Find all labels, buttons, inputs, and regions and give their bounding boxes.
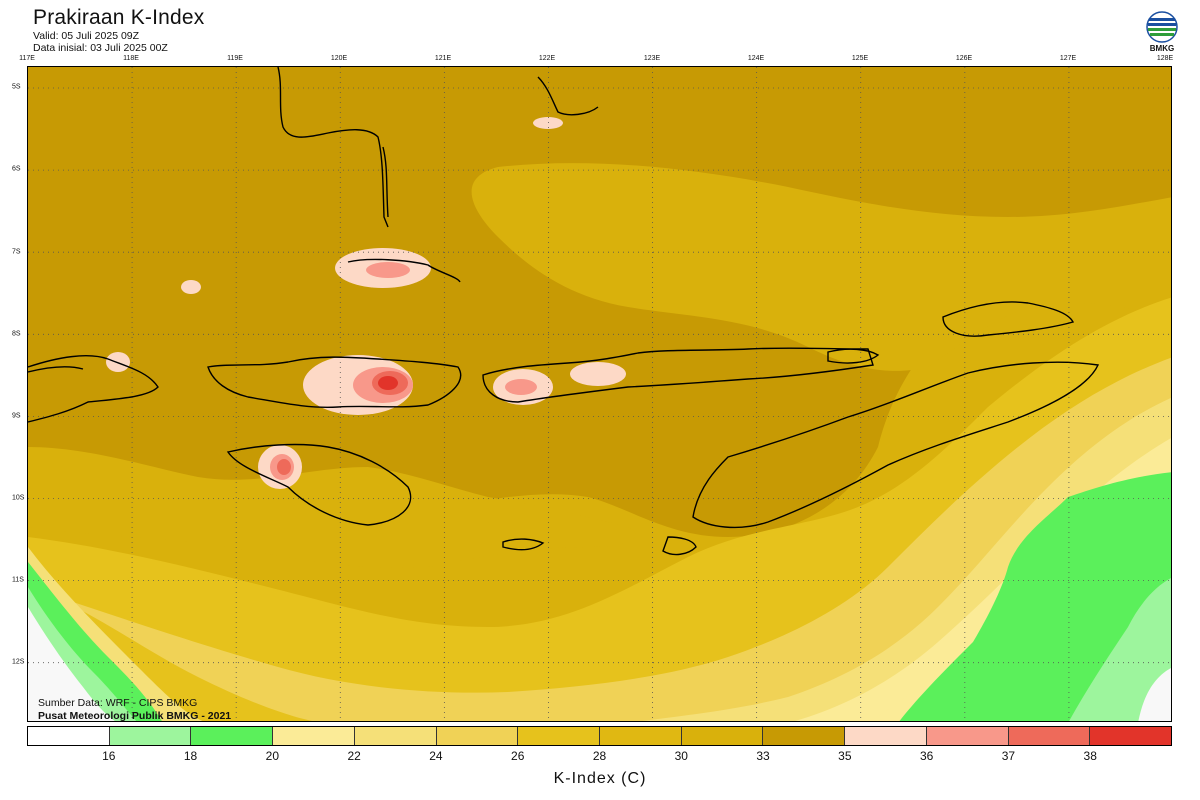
field-high-region — [28, 67, 1171, 537]
islands-flores-sea — [347, 258, 461, 283]
hotspot-region — [106, 352, 130, 372]
colorbar-swatch — [763, 727, 846, 745]
colorbar-swatch — [1008, 727, 1091, 745]
sawu-coast — [502, 538, 545, 551]
colorbar-swatch — [926, 727, 1009, 745]
lat-label: 9S — [12, 412, 21, 420]
colorbar-tick-label: 38 — [1083, 749, 1097, 763]
producer: Pusat Meteorologi Publik BMKG - 2021 — [38, 710, 232, 722]
colorbar — [27, 726, 1172, 746]
colorbar-swatch — [436, 727, 519, 745]
colorbar-ticks: 16 18 20 22 24 26 28 30 33 35 36 37 38 — [27, 749, 1172, 763]
sumbawa-coast — [207, 356, 462, 409]
lon-label: 125E — [851, 55, 869, 62]
hotspot-region — [277, 459, 291, 475]
map-area — [27, 66, 1172, 722]
colorbar-swatch — [600, 727, 682, 745]
lon-label: 128E — [1156, 55, 1174, 62]
rote-coast — [662, 536, 697, 556]
colorbar-swatch — [681, 727, 764, 745]
selayar-coast — [382, 146, 389, 218]
field-region-below-16-sw — [28, 607, 115, 721]
lat-label: 8S — [12, 330, 21, 338]
hotspot-region — [570, 362, 626, 386]
colorbar-tick-label: 28 — [592, 749, 607, 763]
colorbar-title: K-Index (C) — [553, 770, 647, 787]
hotspot-region — [505, 379, 537, 395]
credits: Sumber Data: WRF - CIPS BMKG Pusat Meteo… — [38, 697, 231, 723]
lat-label: 7S — [12, 248, 21, 256]
colorbar-tick-label: 37 — [1001, 749, 1016, 763]
lon-label: 127E — [1059, 55, 1077, 62]
sulawesi-coast — [277, 67, 389, 228]
lat-label: 11S — [12, 576, 24, 584]
lon-label: 124E — [747, 55, 765, 62]
field-region-18 — [899, 472, 1171, 721]
timor-coast — [692, 361, 1100, 529]
colorbar-swatch — [191, 727, 274, 745]
hotspot-region — [366, 262, 410, 278]
lon-label: 122E — [538, 55, 556, 62]
colorbar-tick-label: 18 — [183, 749, 198, 763]
colorbar-tick-label: 26 — [511, 749, 525, 763]
lon-label: 118E — [123, 55, 139, 62]
colorbar-swatch — [354, 727, 437, 745]
valid-time: Valid: 05 Juli 2025 09Z — [33, 30, 140, 42]
header: Prakiraan K-Index Valid: 05 Juli 2025 09… — [33, 6, 204, 54]
field-region-30 — [471, 163, 1171, 371]
coastlines — [28, 67, 1100, 556]
lat-label: 5S — [12, 83, 21, 91]
map-title: Prakiraan K-Index — [33, 6, 205, 29]
init-time: Data inisial: 03 Juli 2025 00Z — [33, 42, 168, 54]
colorbar-tick-label: 30 — [674, 749, 688, 763]
lon-label: 123E — [643, 55, 661, 62]
lombok-sumbawa-coast — [28, 355, 159, 423]
colorbar-swatch — [28, 727, 110, 745]
lon-label: 119E — [227, 55, 243, 62]
colorbar-swatch — [845, 727, 927, 745]
field-region-below-16 — [1138, 668, 1171, 721]
colorbar-tick-label: 20 — [265, 749, 280, 763]
colorbar-tick-label: 36 — [919, 749, 934, 763]
bali-coast — [28, 366, 84, 373]
bmkg-logo: BMKG — [1144, 10, 1180, 56]
colorbar-tick-label: 24 — [429, 749, 443, 763]
hotspot-region — [378, 376, 398, 390]
hotspot-region — [181, 280, 201, 294]
colorbar-swatch — [1090, 727, 1172, 745]
hotspot-region — [533, 117, 563, 129]
graticule — [28, 67, 1171, 721]
lon-label: 126E — [955, 55, 973, 62]
lat-label: 6S — [12, 165, 21, 173]
field-region-30b — [28, 447, 636, 568]
k-index-map — [28, 67, 1171, 721]
colorbar-swatch — [109, 727, 192, 745]
field-region-16 — [1069, 578, 1171, 721]
colorbar-tick-label: 16 — [102, 749, 116, 763]
data-source: Sumber Data: WRF - CIPS BMKG — [38, 697, 198, 709]
lon-label: 121E — [434, 55, 452, 62]
logo-text: BMKG — [1149, 44, 1175, 53]
lat-label: 12S — [12, 658, 25, 666]
colorbar-tick-label: 35 — [838, 749, 852, 763]
colorbar-swatch — [518, 727, 601, 745]
colorbar-tick-label: 33 — [756, 749, 770, 763]
flores-coast — [482, 347, 874, 403]
lat-label: 10S — [12, 494, 25, 502]
lon-label: 117E — [19, 55, 35, 62]
buton-coast — [537, 76, 599, 116]
wetar-coast — [942, 301, 1075, 337]
colorbar-tick-label: 22 — [347, 749, 361, 763]
lon-label: 120E — [330, 55, 348, 62]
alor-coast — [827, 348, 880, 364]
field-region-26 — [28, 357, 1171, 721]
bmkg-logo-icon — [1146, 11, 1178, 43]
sumba-coast — [226, 443, 412, 526]
colorbar-swatch — [273, 727, 355, 745]
